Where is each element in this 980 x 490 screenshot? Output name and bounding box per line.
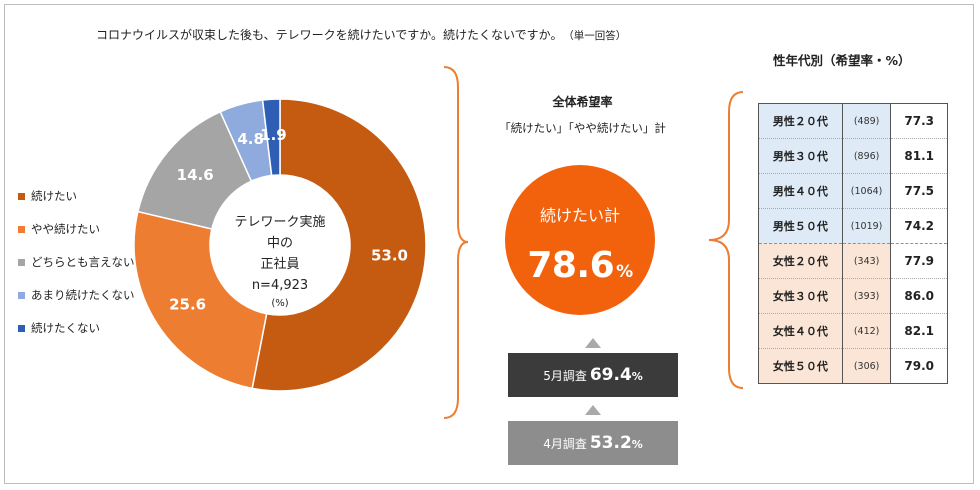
donut-center-label: テレワーク実施中の 正社員 n=4,923 (%) xyxy=(230,212,330,312)
legend-swatch xyxy=(18,324,25,332)
legend-item: どちらとも言えない xyxy=(18,251,135,273)
overall-circle-label: 続けたい計 xyxy=(539,206,620,225)
sample-size: (343) xyxy=(841,243,892,279)
left-brace xyxy=(443,66,469,419)
donut-slice xyxy=(133,210,268,390)
sample-size: (489) xyxy=(841,103,892,139)
table-row: 女性５０代 (306) 79.0 xyxy=(758,348,948,384)
overall-value: 78.6 xyxy=(527,245,615,286)
demographics-title: 性年代別（希望率・%） xyxy=(773,53,911,68)
overall-rate-circle: 続けたい計 78.6% xyxy=(505,165,655,315)
sample-size: (412) xyxy=(841,313,892,349)
april-survey-label: 4月調査 xyxy=(543,437,587,451)
rate-value: 81.1 xyxy=(890,138,948,174)
sample-size: (393) xyxy=(841,278,892,314)
legend-item: あまり続けたくない xyxy=(18,284,135,306)
sample-size: (1019) xyxy=(841,208,892,244)
arrow-up-icon xyxy=(585,405,601,415)
rate-value: 77.3 xyxy=(890,103,948,139)
table-row: 女性２０代 (343) 77.9 xyxy=(758,243,948,279)
overall-unit: % xyxy=(616,262,633,282)
overall-subtitle: 「続けたい」「やや続けたい」計 xyxy=(499,121,666,135)
overall-circle-value: 78.6% xyxy=(505,245,655,286)
right-brace xyxy=(708,91,744,389)
center-label-line2: 正社員 xyxy=(260,257,300,272)
group-label: 女性４０代 xyxy=(758,313,843,349)
table-row: 女性３０代 (393) 86.0 xyxy=(758,278,948,314)
donut-slice xyxy=(261,98,281,177)
slice-value-label: 53.0 xyxy=(371,247,408,265)
slice-value-label: 1.9 xyxy=(260,126,287,144)
rate-value: 82.1 xyxy=(890,313,948,349)
center-label-sample-size: n=4,923 xyxy=(251,278,309,293)
slice-value-label: 14.6 xyxy=(177,166,214,184)
rate-value: 74.2 xyxy=(890,208,948,244)
rate-value: 77.5 xyxy=(890,173,948,209)
sample-size: (306) xyxy=(841,348,892,384)
rate-value: 77.9 xyxy=(890,243,948,279)
legend-item: 続けたい xyxy=(18,185,135,207)
legend-item: 続けたくない xyxy=(18,317,135,339)
may-survey-box: 5月調査 69.4% xyxy=(508,353,678,397)
group-label: 女性５０代 xyxy=(758,348,843,384)
question-note: （単一回答） xyxy=(568,30,627,42)
overall-title: 全体希望率 xyxy=(552,95,613,109)
slice-value-label: 25.6 xyxy=(169,296,206,314)
table-row: 男性４０代 (1064) 77.5 xyxy=(758,173,948,209)
legend-swatch xyxy=(18,258,25,266)
rate-value: 79.0 xyxy=(890,348,948,384)
group-label: 女性３０代 xyxy=(758,278,843,314)
legend-item: やや続けたい xyxy=(18,218,135,240)
table-row: 男性２０代 (489) 77.3 xyxy=(758,103,948,139)
sample-size: (896) xyxy=(841,138,892,174)
center-label-line1: テレワーク実施中の xyxy=(234,215,326,251)
may-survey-label: 5月調査 xyxy=(543,369,587,383)
question-title: コロナウイルスが収束した後も、テレワークを続けたいですか。続けたくないですか。 （… xyxy=(96,26,626,43)
table-row: 男性３０代 (896) 81.1 xyxy=(758,138,948,174)
group-label: 男性４０代 xyxy=(758,173,843,209)
group-label: 男性５０代 xyxy=(758,208,843,244)
april-survey-value: 53.2 xyxy=(589,433,632,453)
may-survey-value: 69.4 xyxy=(589,365,632,385)
may-survey-unit: % xyxy=(631,370,643,383)
demographics-table: 男性２０代 (489) 77.3 男性３０代 (896) 81.1 男性４０代 (1064) 7… xyxy=(758,103,948,384)
legend-swatch xyxy=(18,291,25,299)
group-label: 男性２０代 xyxy=(758,103,843,139)
sample-size: (1064) xyxy=(841,173,892,209)
rate-value: 86.0 xyxy=(890,278,948,314)
donut-chart: 53.0 25.6 14.6 4.81.9 xyxy=(133,98,427,392)
table-row: 女性４０代 (412) 82.1 xyxy=(758,313,948,349)
legend-label: 続けたい xyxy=(31,189,77,203)
april-survey-unit: % xyxy=(631,438,643,451)
chart-legend: 続けたいやや続けたいどちらとも言えない あまり続けたくない 続けたくない xyxy=(18,185,135,350)
table-row: 男性５０代 (1019) 74.2 xyxy=(758,208,948,244)
legend-swatch xyxy=(18,225,25,233)
arrow-up-icon xyxy=(585,338,601,348)
legend-label: あまり続けたくない xyxy=(31,288,135,302)
april-survey-box: 4月調査 53.2% xyxy=(508,421,678,465)
center-label-unit: (%) xyxy=(271,298,289,309)
legend-label: どちらとも言えない xyxy=(31,255,135,269)
legend-swatch xyxy=(18,192,25,200)
group-label: 男性３０代 xyxy=(758,138,843,174)
legend-label: 続けたくない xyxy=(31,321,100,335)
slice-value-label: 4.8 xyxy=(237,130,264,148)
donut-slice xyxy=(251,98,427,392)
group-label: 女性２０代 xyxy=(758,243,843,279)
legend-label: やや続けたい xyxy=(31,222,100,236)
question-text: コロナウイルスが収束した後も、テレワークを続けたいですか。続けたくないですか。 xyxy=(96,28,563,42)
